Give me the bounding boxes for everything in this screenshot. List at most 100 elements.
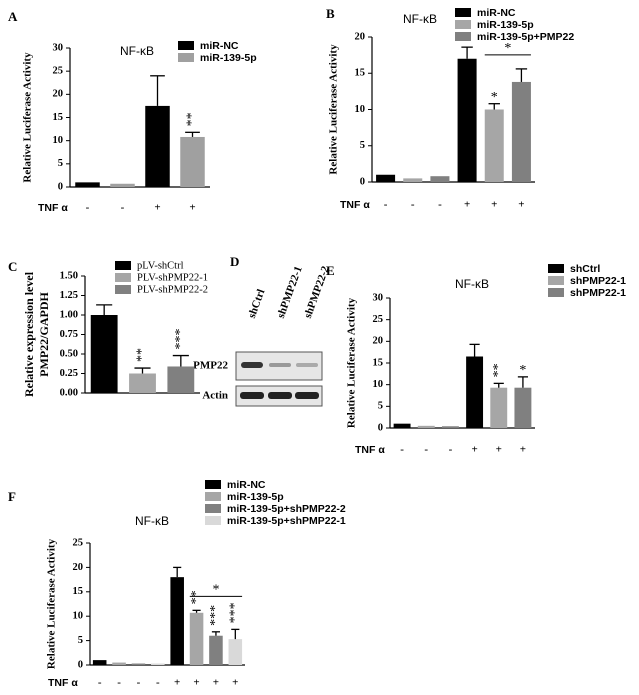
y-tick-label: 10 bbox=[73, 611, 84, 622]
blot-band bbox=[295, 392, 319, 399]
bar bbox=[151, 663, 165, 665]
bar bbox=[457, 58, 477, 182]
panel-letter: F bbox=[8, 489, 16, 504]
chart-panel: F NF-κB 0 5 10 15 20 25 Relative Luciferase Acti… bbox=[8, 479, 346, 689]
legend-label: miR-139-5p+shPMP22-2 bbox=[227, 503, 346, 515]
y-tick-label: 5 bbox=[360, 140, 365, 151]
y-tick-label: 5 bbox=[378, 401, 383, 412]
legend-label: miR-NC bbox=[227, 479, 266, 491]
legend-swatch bbox=[205, 516, 221, 525]
x-tick-label: - bbox=[400, 444, 404, 456]
y-tick-label: 0 bbox=[78, 659, 83, 670]
y-axis-label: Relative Luciferase Activity bbox=[346, 297, 358, 428]
legend-label: PLV-shPMP22-1 bbox=[137, 272, 208, 283]
y-tick-label: 0 bbox=[58, 181, 63, 192]
panel-letter: C bbox=[8, 259, 17, 274]
y-tick-label: 0.75 bbox=[60, 329, 78, 340]
chart-panel: C 0.00 0.25 0.50 0.75 1.00 1.25 1.50 Relative ex… bbox=[8, 259, 208, 398]
legend-label: shPMP22-1 bbox=[570, 287, 626, 299]
x-tick-label: + bbox=[189, 202, 195, 214]
x-axis-label: TNF α bbox=[48, 677, 78, 689]
chart-title: NF-κB bbox=[455, 277, 489, 291]
significance-label: *** bbox=[173, 329, 188, 350]
legend-label: miR-139-5p bbox=[227, 491, 284, 503]
legend-label: pLV-shCtrl bbox=[137, 260, 184, 271]
x-tick-label: + bbox=[193, 677, 199, 689]
bar bbox=[180, 136, 205, 187]
legend-label: miR-139-5p+PMP22 bbox=[477, 31, 574, 43]
x-tick-label: - bbox=[449, 444, 453, 456]
x-tick-label: - bbox=[137, 677, 141, 689]
y-tick-label: 20 bbox=[355, 31, 366, 42]
bar bbox=[129, 373, 156, 393]
blot-band bbox=[296, 363, 318, 367]
legend-swatch bbox=[548, 288, 564, 297]
significance-label: ** bbox=[185, 112, 200, 126]
legend-swatch bbox=[178, 41, 194, 50]
bar bbox=[167, 366, 195, 393]
y-tick-label: 0.50 bbox=[60, 348, 78, 359]
panel-letter: A bbox=[8, 9, 18, 24]
bar bbox=[92, 660, 107, 665]
x-tick-label: + bbox=[471, 444, 477, 456]
y-tick-label: 1.00 bbox=[60, 309, 78, 320]
chart-panel: B NF-κB 0 5 10 15 20 Relative Luciferase Activi… bbox=[326, 6, 574, 211]
chart-title: NF-κB bbox=[120, 44, 154, 58]
panel-letter: B bbox=[326, 6, 335, 21]
bar bbox=[484, 109, 504, 182]
legend-label: PLV-shPMP22-2 bbox=[137, 284, 208, 295]
y-tick-label: 15 bbox=[73, 586, 84, 597]
legend-swatch bbox=[205, 492, 221, 501]
y-axis-label: Relative expression level bbox=[22, 271, 36, 397]
bar bbox=[430, 176, 450, 182]
legend-label: miR-NC bbox=[200, 40, 239, 52]
bar bbox=[490, 387, 508, 428]
y-tick-label: 30 bbox=[53, 42, 64, 53]
y-tick-label: 5 bbox=[78, 635, 83, 646]
bracket-label: * bbox=[212, 583, 219, 598]
bar bbox=[110, 183, 135, 187]
x-tick-label: + bbox=[213, 677, 219, 689]
blot-band bbox=[268, 392, 292, 399]
legend-swatch bbox=[205, 504, 221, 513]
x-tick-label: - bbox=[438, 199, 442, 211]
row-label: PMP22 bbox=[193, 360, 228, 372]
x-tick-label: + bbox=[496, 444, 502, 456]
bar bbox=[145, 105, 170, 187]
chart-title: NF-κB bbox=[135, 514, 169, 528]
y-axis-label: Relative Luciferase Activity bbox=[328, 44, 340, 175]
significance-label: *** bbox=[208, 605, 223, 626]
bar bbox=[170, 577, 184, 665]
panel-letter: D bbox=[230, 254, 239, 269]
y-axis-label: Relative Luciferase Activity bbox=[46, 538, 58, 669]
bar bbox=[131, 663, 146, 665]
significance-label: ** bbox=[189, 590, 204, 604]
bar bbox=[75, 182, 100, 187]
x-tick-label: + bbox=[174, 677, 180, 689]
bar bbox=[441, 426, 459, 428]
significance-label: * bbox=[519, 363, 526, 378]
x-tick-label: + bbox=[154, 202, 160, 214]
chart-panel: A NF-κB 0 5 10 15 20 25 30 Relative Luciferase Ac… bbox=[8, 9, 257, 214]
bar bbox=[376, 174, 396, 182]
y-tick-label: 20 bbox=[53, 89, 64, 100]
legend-swatch bbox=[455, 20, 471, 29]
y-tick-label: 25 bbox=[53, 66, 64, 77]
significance-label: *** bbox=[228, 602, 243, 623]
significance-label: ** bbox=[491, 363, 506, 377]
y-tick-label: 10 bbox=[355, 104, 366, 115]
chart-panel: E NF-κB 0 5 10 15 20 25 30 Relative Luciferase Ac… bbox=[326, 263, 626, 456]
y-tick-label: 25 bbox=[373, 314, 384, 325]
y-tick-label: 10 bbox=[53, 135, 64, 146]
legend-swatch bbox=[548, 264, 564, 273]
y-tick-label: 0.00 bbox=[60, 387, 78, 398]
y-tick-label: 15 bbox=[373, 357, 384, 368]
bar bbox=[466, 356, 484, 428]
legend-swatch bbox=[205, 480, 221, 489]
x-tick-label: - bbox=[424, 444, 428, 456]
legend-swatch bbox=[178, 53, 194, 62]
significance-label: ** bbox=[135, 348, 150, 362]
y-tick-label: 0.25 bbox=[60, 368, 78, 379]
x-tick-label: - bbox=[156, 677, 160, 689]
